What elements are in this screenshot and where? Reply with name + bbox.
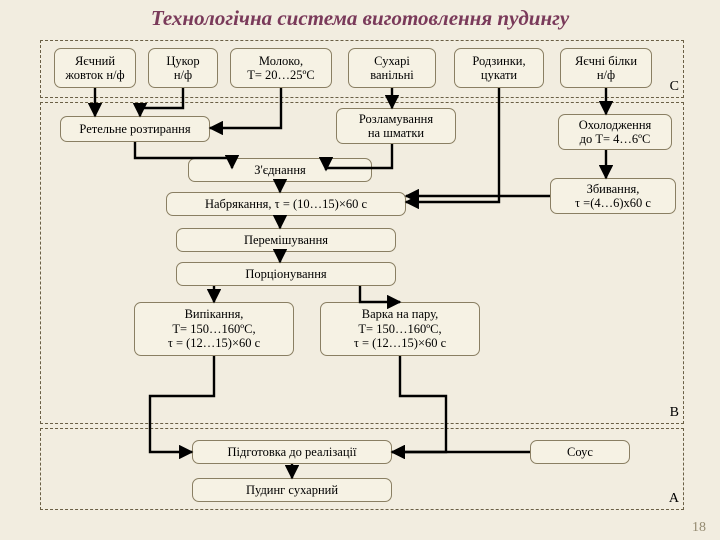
node-sugar: Цукорн/ф: [148, 48, 218, 88]
page-number: 18: [692, 520, 706, 536]
node-prep-text: Підготовка до реалізації: [228, 445, 357, 459]
node-bake-text: Випікання,T= 150…160ºС,τ = (12…15)×60 с: [168, 307, 260, 350]
node-yolk: Яєчнийжовток н/ф: [54, 48, 136, 88]
node-prep: Підготовка до реалізації: [192, 440, 392, 464]
node-cool: Охолодженнядо T= 4…6ºС: [558, 114, 672, 150]
node-beat-text: Збивання,τ =(4…6)x60 с: [575, 182, 651, 211]
node-sugar-text: Цукорн/ф: [166, 54, 199, 83]
node-grind: Ретельне розтирання: [60, 116, 210, 142]
node-yolk-text: Яєчнийжовток н/ф: [65, 54, 124, 83]
node-break-text: Розламуванняна шматки: [359, 112, 433, 141]
frame-a-label: А: [669, 491, 679, 507]
frame-c-label: С: [670, 79, 679, 95]
node-raisins-text: Родзинки,цукати: [472, 54, 525, 83]
node-mix-text: Перемішування: [244, 233, 328, 247]
node-swell: Набрякання, τ = (10…15)×60 с: [166, 192, 406, 216]
node-sauce: Соус: [530, 440, 630, 464]
node-swell-text: Набрякання, τ = (10…15)×60 с: [205, 197, 367, 211]
node-whites: Яєчні білкин/ф: [560, 48, 652, 88]
node-grind-text: Ретельне розтирання: [79, 122, 190, 136]
node-rusks: Сухаріванільні: [348, 48, 436, 88]
node-bake: Випікання,T= 150…160ºС,τ = (12…15)×60 с: [134, 302, 294, 356]
node-join-text: З'єднання: [254, 163, 306, 177]
node-sauce-text: Соус: [567, 445, 593, 459]
node-milk: Молоко,T= 20…25ºС: [230, 48, 332, 88]
page-title: Технологічна система виготовлення пудинг…: [0, 6, 720, 31]
node-pudding: Пудинг сухарний: [192, 478, 392, 502]
node-raisins: Родзинки,цукати: [454, 48, 544, 88]
node-break: Розламуванняна шматки: [336, 108, 456, 144]
node-pudding-text: Пудинг сухарний: [246, 483, 338, 497]
node-portion: Порціонування: [176, 262, 396, 286]
node-rusks-text: Сухаріванільні: [370, 54, 414, 83]
node-join: З'єднання: [188, 158, 372, 182]
node-cool-text: Охолодженнядо T= 4…6ºС: [579, 118, 652, 147]
node-steam: Варка на пару,T= 150…160ºС,τ = (12…15)×6…: [320, 302, 480, 356]
node-whites-text: Яєчні білкин/ф: [575, 54, 637, 83]
node-beat: Збивання,τ =(4…6)x60 с: [550, 178, 676, 214]
node-milk-text: Молоко,T= 20…25ºС: [247, 54, 315, 83]
node-portion-text: Порціонування: [245, 267, 326, 281]
node-steam-text: Варка на пару,T= 150…160ºС,τ = (12…15)×6…: [354, 307, 446, 350]
frame-b-label: В: [670, 405, 679, 421]
node-mix: Перемішування: [176, 228, 396, 252]
